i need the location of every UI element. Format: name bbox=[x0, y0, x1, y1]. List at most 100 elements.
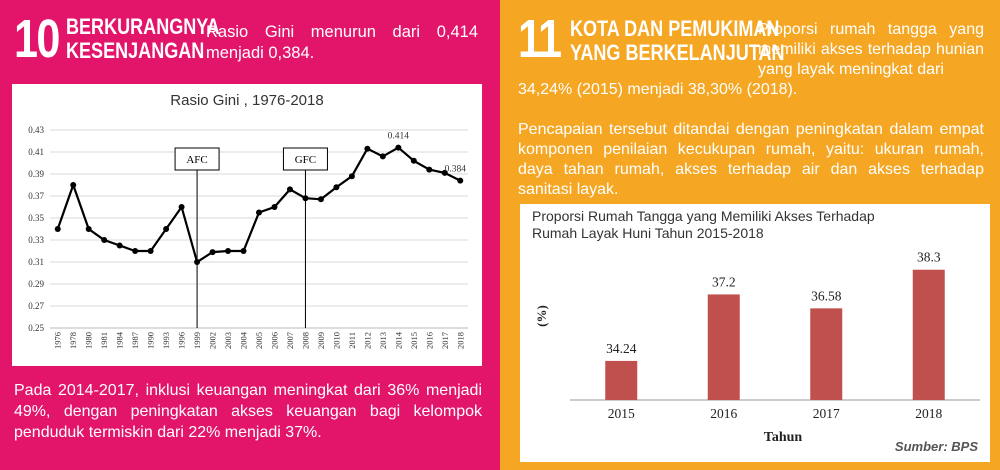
data-point bbox=[256, 209, 262, 216]
footer-text: Pada 2014-2017, inklusi keuangan meningk… bbox=[14, 382, 482, 441]
intro-text-cont: 34,24% (2015) menjadi 38,30% (2018). bbox=[518, 81, 798, 98]
intro-text: Proporsi rumah tangga yang memiliki akse… bbox=[758, 21, 984, 78]
gini-line-chart: 0.43 0.41 0.39 0.37 0.35 0.33 0.31 0.29 0.27 0.25… bbox=[28, 125, 468, 349]
annotation-box bbox=[282, 147, 328, 171]
data-point bbox=[441, 169, 448, 176]
x-tick-label: 2009 bbox=[316, 332, 326, 349]
data-point bbox=[54, 226, 61, 232]
y-tick-label: 0.31 bbox=[28, 257, 44, 267]
x-tick-label: 2012 bbox=[362, 332, 372, 349]
x-tick-label: 2015 bbox=[409, 332, 419, 349]
data-point bbox=[132, 248, 139, 254]
data-point bbox=[101, 237, 108, 243]
x-tick-label: 2004 bbox=[239, 331, 249, 349]
x-tick-label: 2016 bbox=[710, 406, 737, 421]
y-tick-label: 0.29 bbox=[28, 279, 44, 289]
data-point bbox=[302, 195, 309, 202]
panel-sdg10: 10 BERKURANGNYA KESENJANGAN Rasio Gini m… bbox=[0, 0, 500, 470]
panel-sdg11: 11 KOTA DAN PEMUKIMAN YANG BERKELANJUTAN… bbox=[500, 0, 1000, 470]
bar-value-label: 38.3 bbox=[917, 250, 941, 265]
y-axis-title: (%) bbox=[534, 305, 549, 327]
data-point bbox=[163, 226, 170, 232]
y-tick-label: 0.39 bbox=[28, 169, 44, 179]
bar bbox=[810, 308, 843, 400]
x-tick-label: 2018 bbox=[455, 332, 465, 349]
x-tick-label: 1996 bbox=[177, 332, 187, 349]
y-tick-label: 0.37 bbox=[28, 191, 44, 201]
goal-heading-line2: KESENJANGAN bbox=[66, 38, 205, 63]
y-tick-label: 0.43 bbox=[28, 125, 44, 135]
data-label: 0.384 bbox=[445, 165, 467, 175]
x-tick-label: 1999 bbox=[192, 332, 202, 349]
bar-value-label: 37.2 bbox=[712, 274, 736, 289]
x-tick-label: 2017 bbox=[813, 406, 840, 421]
data-point bbox=[333, 184, 340, 191]
bar-value-label: 34.24 bbox=[606, 341, 637, 356]
data-point bbox=[209, 249, 216, 256]
x-tick-label: 1981 bbox=[99, 332, 109, 349]
data-point bbox=[116, 242, 123, 249]
x-tick-label: 2002 bbox=[208, 332, 218, 349]
source-label: Sumber: BPS bbox=[894, 439, 978, 454]
x-tick-label: 2018 bbox=[915, 406, 942, 421]
y-tick-label: 0.25 bbox=[28, 323, 44, 333]
bar bbox=[707, 294, 740, 400]
annotation-label: GFC bbox=[295, 154, 316, 166]
data-label: 0.414 bbox=[388, 132, 410, 142]
x-axis-title: Tahun bbox=[764, 430, 803, 445]
x-tick-label: 2005 bbox=[254, 332, 264, 349]
y-tick-label: 0.35 bbox=[28, 213, 44, 223]
data-point bbox=[457, 177, 464, 184]
x-tick-label: 2013 bbox=[378, 332, 388, 349]
housing-bar-chart: 34.24 2015 37.2 2016 36.58 2017 38.3 2018 (%) Tah… bbox=[534, 250, 980, 445]
x-tick-label: 1976 bbox=[53, 332, 63, 349]
goal-heading-line1: KOTA DAN PEMUKIMAN bbox=[570, 16, 780, 41]
goal-number: 10 bbox=[14, 9, 60, 69]
data-point bbox=[225, 248, 232, 254]
goal-heading-line1: BERKURANGNYA bbox=[66, 14, 220, 39]
chart-title: Rasio Gini , 1976-2018 bbox=[170, 92, 324, 109]
x-tick-label: 2011 bbox=[347, 332, 357, 349]
x-tick-label: 2015 bbox=[608, 406, 635, 421]
data-point bbox=[395, 144, 402, 151]
y-tick-label: 0.41 bbox=[28, 147, 44, 157]
x-tick-label: 2010 bbox=[331, 332, 341, 349]
data-point bbox=[317, 196, 324, 203]
data-point bbox=[147, 248, 154, 254]
x-tick-label: 2006 bbox=[269, 332, 279, 349]
data-point bbox=[364, 145, 371, 152]
data-point bbox=[379, 153, 386, 160]
x-tick-label: 2008 bbox=[300, 332, 310, 349]
bar bbox=[605, 360, 638, 400]
bar bbox=[912, 269, 945, 400]
goal-number: 11 bbox=[518, 9, 562, 69]
data-point bbox=[348, 173, 355, 180]
gini-chart-card: Rasio Gini , 1976-2018 0.43 0.41 0.39 0.37 0… bbox=[12, 84, 482, 366]
data-point bbox=[286, 186, 293, 193]
data-point bbox=[410, 157, 417, 164]
x-tick-label: 2003 bbox=[223, 332, 233, 349]
y-tick-label: 0.27 bbox=[28, 301, 44, 311]
x-tick-label: 1993 bbox=[161, 332, 171, 349]
data-point bbox=[70, 182, 77, 188]
y-tick-label: 0.33 bbox=[28, 235, 44, 245]
bar-value-label: 36.58 bbox=[811, 288, 842, 303]
data-point bbox=[178, 204, 185, 210]
x-tick-label: 1984 bbox=[115, 331, 125, 349]
x-tick-label: 1978 bbox=[68, 332, 78, 349]
annotation-box bbox=[174, 147, 220, 171]
x-tick-label: 2014 bbox=[393, 331, 403, 349]
x-tick-label: 2016 bbox=[424, 332, 434, 349]
annotation-label: AFC bbox=[186, 154, 207, 166]
data-point bbox=[194, 259, 201, 265]
x-tick-label: 2017 bbox=[440, 332, 450, 349]
intro-text: Rasio Gini menurun dari 0,414 menjadi 0,… bbox=[206, 23, 478, 62]
x-tick-label: 1987 bbox=[130, 332, 140, 349]
achievement-text: Pencapaian tersebut ditandai dengan peni… bbox=[518, 121, 984, 198]
data-point bbox=[240, 248, 247, 254]
data-point bbox=[271, 204, 278, 210]
x-tick-label: 1980 bbox=[84, 332, 94, 349]
goal-heading-line2: YANG BERKELANJUTAN bbox=[570, 40, 785, 65]
x-tick-label: 1990 bbox=[146, 332, 156, 349]
housing-chart-card: Proporsi Rumah Tangga yang Memiliki Akse… bbox=[520, 204, 990, 462]
